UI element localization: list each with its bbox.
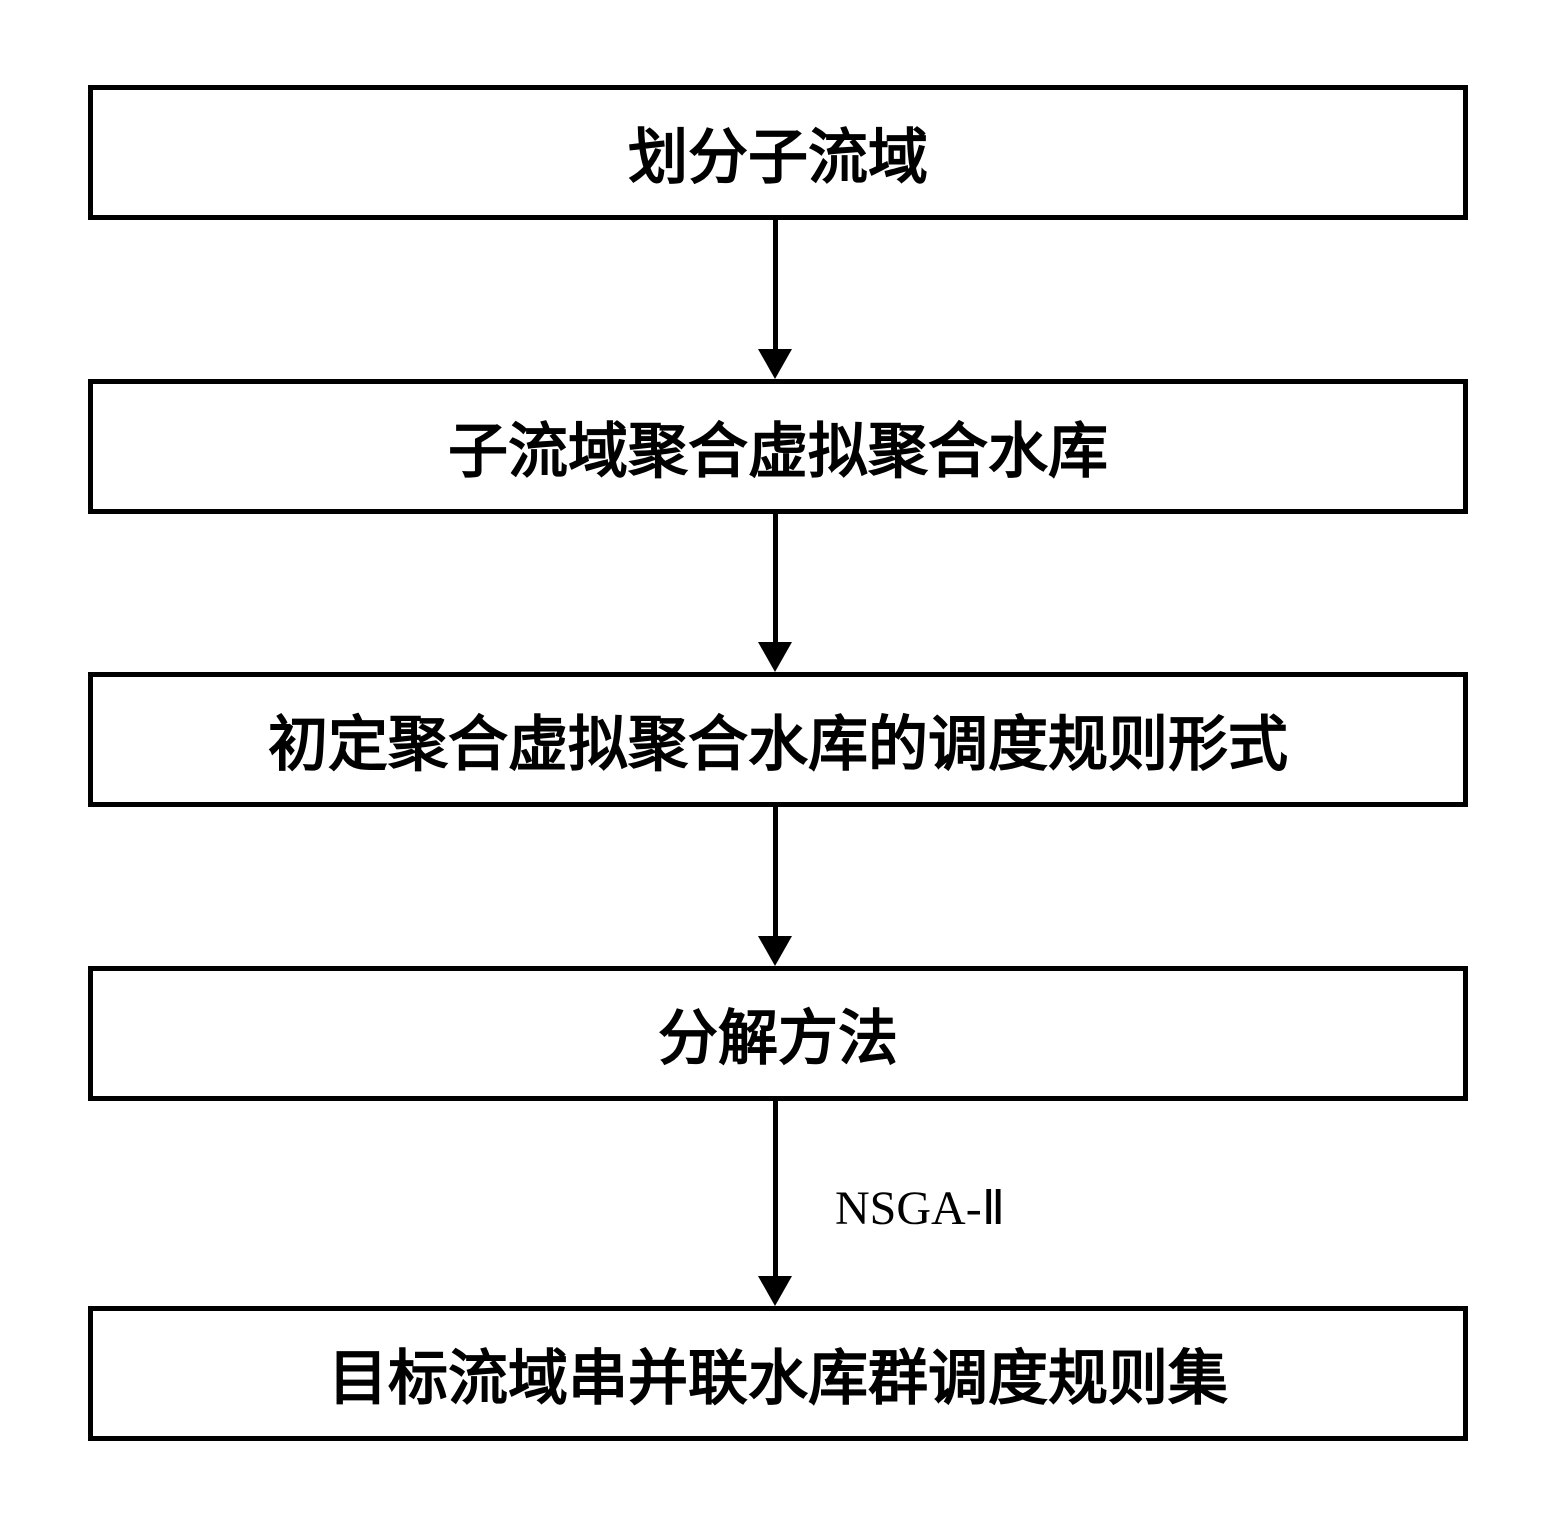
- flowchart-node-5: 目标流域串并联水库群调度规则集: [88, 1306, 1468, 1441]
- flowchart-arrow-1: [758, 220, 792, 379]
- arrow-head-icon: [758, 1276, 792, 1306]
- arrow-head-icon: [758, 936, 792, 966]
- flowchart-node-1: 划分子流域: [88, 85, 1468, 220]
- node-1-label: 划分子流域: [628, 109, 928, 196]
- flowchart-node-2: 子流域聚合虚拟聚合水库: [88, 379, 1468, 514]
- arrow-4-label: NSGA-Ⅱ: [835, 1180, 1005, 1236]
- arrow-line: [773, 220, 778, 349]
- arrow-label-text: NSGA-Ⅱ: [835, 1182, 1005, 1235]
- arrow-line: [773, 807, 778, 936]
- flowchart-node-3: 初定聚合虚拟聚合水库的调度规则形式: [88, 672, 1468, 807]
- arrow-line: [773, 1101, 778, 1276]
- arrow-head-icon: [758, 349, 792, 379]
- flowchart-arrow-4: [758, 1101, 792, 1306]
- arrow-line: [773, 514, 778, 642]
- node-5-label: 目标流域串并联水库群调度规则集: [328, 1330, 1228, 1417]
- node-3-label: 初定聚合虚拟聚合水库的调度规则形式: [268, 696, 1288, 783]
- flowchart-arrow-3: [758, 807, 792, 966]
- arrow-head-icon: [758, 642, 792, 672]
- flowchart-node-4: 分解方法: [88, 966, 1468, 1101]
- node-4-label: 分解方法: [658, 990, 898, 1077]
- flowchart-arrow-2: [758, 514, 792, 672]
- node-2-label: 子流域聚合虚拟聚合水库: [448, 403, 1108, 490]
